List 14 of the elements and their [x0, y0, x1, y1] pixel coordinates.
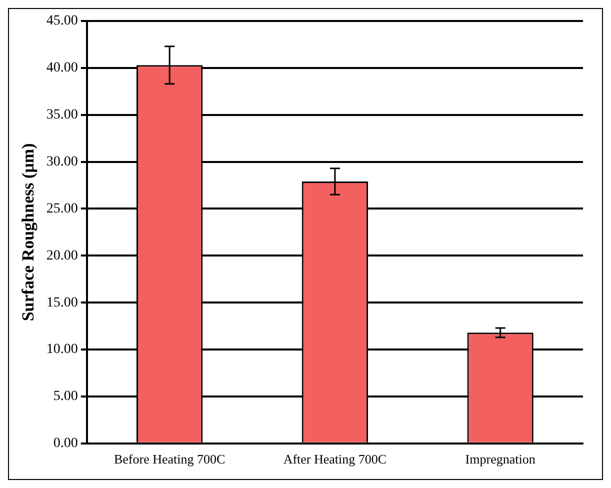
y-tick-label: 45.00 — [46, 14, 78, 29]
y-axis-title: Surface Roughness (µm) — [18, 143, 38, 322]
y-tick-label: 15.00 — [46, 295, 78, 310]
y-tick-label: 0.00 — [53, 436, 78, 452]
y-tick-label: 20.00 — [46, 248, 78, 264]
x-tick-label: Impregnation — [465, 452, 536, 467]
x-tick-label: After Heating 700C — [283, 452, 387, 467]
y-tick-label: 5.00 — [53, 389, 78, 404]
y-tick-label: 30.00 — [46, 154, 78, 170]
y-tick-label: 35.00 — [46, 108, 78, 123]
y-tick-label: 40.00 — [46, 60, 78, 76]
y-tick-label: 10.00 — [46, 342, 78, 358]
y-tick-label: 25.00 — [46, 201, 78, 216]
x-tick-label: Before Heating 700C — [114, 452, 226, 467]
